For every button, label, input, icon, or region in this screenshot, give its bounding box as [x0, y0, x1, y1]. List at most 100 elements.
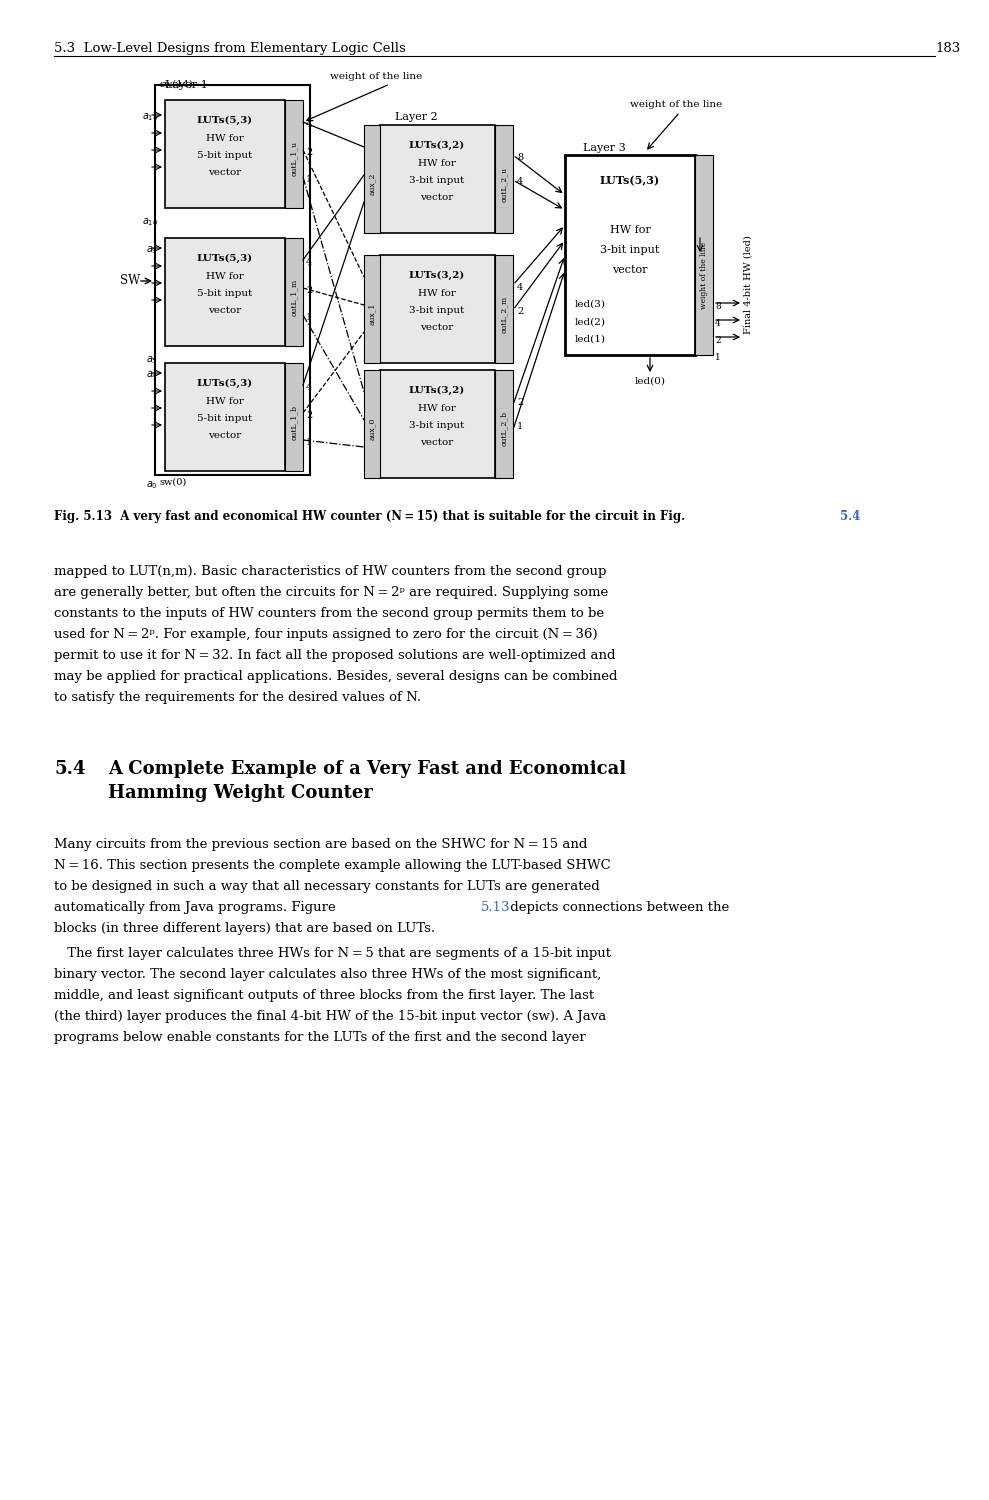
Text: LUTs(3,2): LUTs(3,2)	[408, 386, 465, 394]
Text: HW for: HW for	[206, 398, 244, 406]
Text: 2: 2	[715, 336, 721, 345]
Text: $a_{14}$: $a_{14}$	[141, 111, 158, 123]
Text: 2: 2	[517, 398, 523, 406]
Text: programs below enable constants for the LUTs of the first and the second layer: programs below enable constants for the …	[54, 1030, 585, 1044]
Text: 4: 4	[517, 177, 523, 186]
Text: 5-bit input: 5-bit input	[198, 152, 252, 160]
Bar	[380, 255, 495, 363]
Text: HW for: HW for	[206, 272, 244, 280]
Text: HW for: HW for	[418, 404, 456, 412]
Bar	[495, 370, 513, 478]
Text: led(3): led(3)	[575, 300, 606, 309]
Text: 5.13: 5.13	[481, 902, 510, 914]
Text: to be designed in such a way that all necessary constants for LUTs are generated: to be designed in such a way that all ne…	[54, 880, 599, 892]
Bar	[364, 255, 380, 363]
Text: 2: 2	[306, 411, 313, 420]
Text: LUTs(5,3): LUTs(5,3)	[197, 116, 253, 124]
Text: vector: vector	[209, 430, 241, 439]
Bar	[380, 124, 495, 232]
Text: 1: 1	[306, 176, 313, 184]
Text: vector: vector	[209, 306, 241, 315]
Text: 2: 2	[306, 286, 313, 296]
Text: mapped to LUT(n,m). Basic characteristics of HW counters from the second group: mapped to LUT(n,m). Basic characteristic…	[54, 566, 606, 578]
Text: 3-bit input: 3-bit input	[409, 176, 465, 184]
Text: $a_4$: $a_4$	[146, 369, 158, 381]
Text: outL_2_u: outL_2_u	[500, 166, 508, 201]
Text: 8: 8	[715, 302, 721, 310]
Text: led(1): led(1)	[575, 334, 606, 344]
Text: 8: 8	[517, 153, 523, 162]
Text: Hamming Weight Counter: Hamming Weight Counter	[108, 784, 373, 802]
Text: 1: 1	[517, 422, 523, 430]
Bar	[565, 154, 695, 356]
Text: The first layer calculates three HWs for N = 5 that are segments of a 15-bit inp: The first layer calculates three HWs for…	[54, 946, 611, 960]
Text: to satisfy the requirements for the desired values of N.: to satisfy the requirements for the desi…	[54, 692, 421, 703]
Text: Layer 1: Layer 1	[165, 80, 208, 90]
Text: are generally better, but often the circuits for N = 2ᵖ are required. Supplying : are generally better, but often the circ…	[54, 586, 608, 598]
Text: $a_{10}$: $a_{10}$	[141, 216, 158, 228]
Text: Final 4-bit HW (led): Final 4-bit HW (led)	[744, 236, 753, 334]
Text: $a_0$: $a_0$	[146, 478, 158, 490]
Text: 4: 4	[306, 382, 313, 392]
Text: aux_2: aux_2	[368, 172, 376, 195]
Bar	[165, 363, 285, 471]
Text: 1: 1	[715, 352, 721, 362]
Text: vector: vector	[209, 168, 241, 177]
Bar	[155, 86, 310, 476]
Text: 5.4: 5.4	[840, 510, 860, 524]
Text: LUTs(5,3): LUTs(5,3)	[600, 176, 660, 186]
Text: permit to use it for N = 32. In fact all the proposed solutions are well-optimiz: permit to use it for N = 32. In fact all…	[54, 650, 615, 662]
Bar	[165, 100, 285, 208]
Text: depicts connections between the: depicts connections between the	[506, 902, 729, 914]
Text: N = 16. This section presents the complete example allowing the LUT-based SHWC: N = 16. This section presents the comple…	[54, 859, 611, 871]
Bar	[285, 363, 303, 471]
Text: vector: vector	[612, 266, 648, 274]
Bar	[165, 238, 285, 346]
Text: 5-bit input: 5-bit input	[198, 290, 252, 298]
Text: aux_0: aux_0	[368, 419, 376, 440]
Text: aux_1: aux_1	[368, 303, 376, 326]
Text: 4: 4	[715, 320, 721, 328]
Text: 3-bit input: 3-bit input	[409, 306, 465, 315]
Text: 3-bit input: 3-bit input	[409, 422, 465, 430]
Text: 3-bit input: 3-bit input	[600, 244, 660, 255]
Text: may be applied for practical applications. Besides, several designs can be combi: may be applied for practical application…	[54, 670, 617, 682]
Text: weight of the line: weight of the line	[630, 100, 722, 109]
Bar	[380, 370, 495, 478]
Text: 4: 4	[517, 284, 523, 292]
Bar	[364, 124, 380, 232]
Text: 2: 2	[517, 308, 523, 316]
Text: led(2): led(2)	[575, 318, 606, 327]
Text: Many circuits from the previous section are based on the SHWC for N = 15 and: Many circuits from the previous section …	[54, 839, 587, 850]
Bar	[495, 255, 513, 363]
Text: outL_1_u: outL_1_u	[290, 141, 298, 177]
Text: automatically from Java programs. Figure: automatically from Java programs. Figure	[54, 902, 340, 914]
Text: 183: 183	[935, 42, 960, 56]
Text: weight of the line: weight of the line	[700, 242, 708, 309]
Text: outL_2_m: outL_2_m	[500, 296, 508, 333]
Text: outL_2_b: outL_2_b	[500, 411, 508, 447]
Text: 5-bit input: 5-bit input	[198, 414, 252, 423]
Bar	[285, 238, 303, 346]
Text: HW for: HW for	[609, 225, 651, 236]
Text: $a_5$: $a_5$	[146, 354, 158, 366]
Text: sw(0): sw(0)	[159, 478, 186, 488]
Text: 4: 4	[306, 258, 313, 267]
Text: middle, and least significant outputs of three blocks from the first layer. The : middle, and least significant outputs of…	[54, 988, 594, 1002]
Text: outL_1_m: outL_1_m	[290, 279, 298, 315]
Text: led(0): led(0)	[635, 376, 666, 386]
Text: 4: 4	[306, 120, 313, 129]
Text: 5.4: 5.4	[54, 760, 85, 778]
Text: vector: vector	[420, 194, 454, 202]
Text: (the third) layer produces the final 4-bit HW of the 15-bit input vector (sw). A: (the third) layer produces the final 4-b…	[54, 1010, 606, 1023]
Bar	[285, 100, 303, 208]
Text: sw(14): sw(14)	[159, 80, 193, 88]
Text: 5.3  Low-Level Designs from Elementary Logic Cells: 5.3 Low-Level Designs from Elementary Lo…	[54, 42, 405, 56]
Text: blocks (in three different layers) that are based on LUTs.: blocks (in three different layers) that …	[54, 922, 435, 934]
Text: binary vector. The second layer calculates also three HWs of the most significan: binary vector. The second layer calculat…	[54, 968, 601, 981]
Text: outL_1_b: outL_1_b	[290, 405, 298, 439]
Text: used for N = 2ᵖ. For example, four inputs assigned to zero for the circuit (N = : used for N = 2ᵖ. For example, four input…	[54, 628, 597, 640]
Bar	[695, 154, 713, 356]
Text: LUTs(3,2): LUTs(3,2)	[408, 272, 465, 280]
Text: HW for: HW for	[206, 134, 244, 142]
